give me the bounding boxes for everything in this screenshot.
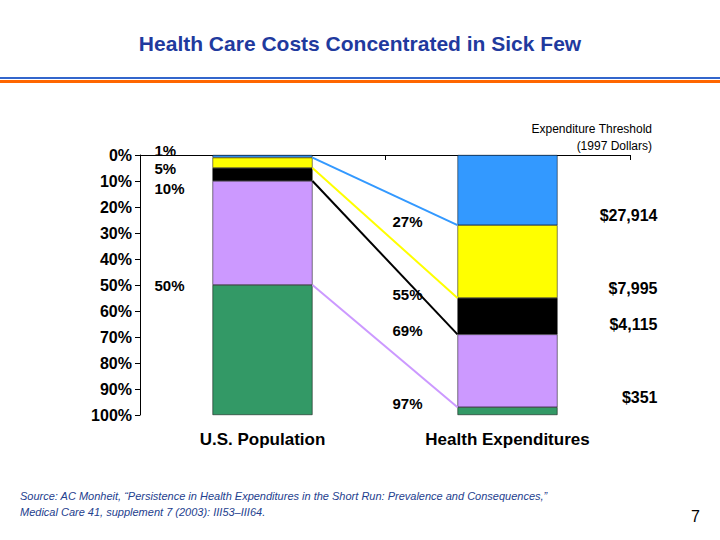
svg-text:27%: 27% (392, 213, 422, 230)
svg-text:0%: 0% (109, 147, 132, 164)
svg-text:U.S. Population: U.S. Population (200, 430, 326, 449)
svg-text:10%: 10% (155, 180, 185, 197)
svg-text:80%: 80% (100, 355, 132, 372)
svg-text:Health Expenditures: Health Expenditures (425, 430, 589, 449)
svg-text:50%: 50% (100, 277, 132, 294)
svg-text:$351: $351 (622, 389, 658, 406)
svg-text:40%: 40% (100, 251, 132, 268)
svg-text:$27,914: $27,914 (600, 207, 658, 224)
svg-text:Medical Care 41, supplement 7: Medical Care 41, supplement 7 (2003): II… (20, 506, 265, 518)
svg-text:1%: 1% (155, 142, 177, 159)
svg-text:$7,995: $7,995 (609, 280, 658, 297)
svg-text:30%: 30% (100, 225, 132, 242)
svg-text:20%: 20% (100, 199, 132, 216)
svg-text:10%: 10% (100, 173, 132, 190)
svg-text:69%: 69% (392, 322, 422, 339)
svg-text:97%: 97% (392, 395, 422, 412)
svg-text:70%: 70% (100, 329, 132, 346)
svg-text:5%: 5% (155, 160, 177, 177)
svg-text:7: 7 (691, 508, 700, 525)
svg-text:(1997 Dollars): (1997 Dollars) (577, 139, 652, 153)
svg-text:60%: 60% (100, 303, 132, 320)
svg-text:100%: 100% (91, 407, 132, 424)
svg-text:Source: AC Monheit, “Persisten: Source: AC Monheit, “Persistence in Heal… (20, 490, 550, 502)
svg-text:Health Care Costs Concentrated: Health Care Costs Concentrated in Sick F… (139, 32, 582, 55)
svg-text:50%: 50% (155, 277, 185, 294)
svg-text:90%: 90% (100, 381, 132, 398)
svg-text:$4,115: $4,115 (609, 316, 657, 333)
svg-text:Expenditure Threshold: Expenditure Threshold (531, 122, 652, 136)
svg-text:55%: 55% (392, 286, 422, 303)
